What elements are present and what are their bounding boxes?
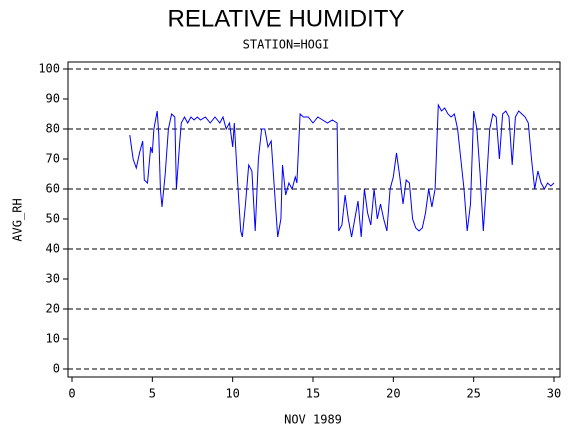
data-line (129, 103, 555, 238)
x-tick-label: 20 (386, 387, 400, 401)
x-tick-label: 5 (149, 387, 156, 401)
x-tick-label: 30 (547, 387, 561, 401)
x-tick-label: 25 (466, 387, 480, 401)
y-tick-label: 50 (46, 212, 60, 226)
y-tick-label: 0 (53, 362, 60, 376)
y-tick-label: 10 (46, 332, 60, 346)
y-tick-label: 80 (46, 122, 60, 136)
x-tick-label: 0 (68, 387, 75, 401)
x-axis-label: NOV 1989 (284, 413, 342, 427)
chart-title: RELATIVE HUMIDITY (168, 5, 405, 32)
x-tick-label: 15 (306, 387, 320, 401)
y-tick-label: 90 (46, 92, 60, 106)
y-axis-label: AVG_RH (11, 198, 25, 241)
plot-frame (67, 61, 561, 378)
y-tick-label: 40 (46, 242, 60, 256)
y-tick-label: 70 (46, 152, 60, 166)
y-tick-label: 60 (46, 182, 60, 196)
x-tick-label: 10 (225, 387, 239, 401)
y-tick-label: 100 (38, 62, 60, 76)
y-tick-label: 30 (46, 272, 60, 286)
chart-subtitle: STATION=HOGI (243, 38, 330, 52)
y-tick-label: 20 (46, 302, 60, 316)
